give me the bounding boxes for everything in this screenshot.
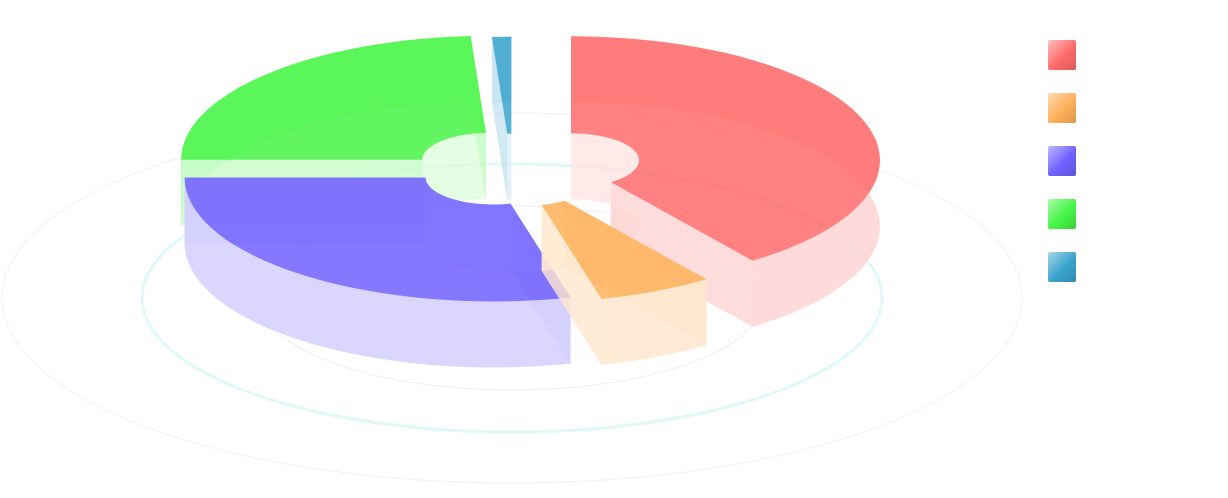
- legend-item-0[interactable]: [1048, 40, 1076, 70]
- legend-item-1[interactable]: [1048, 93, 1076, 123]
- chart-legend: [1048, 40, 1076, 305]
- pie-slice-top: [571, 36, 880, 261]
- pie-slice-top: [181, 36, 486, 160]
- pie-slice-top: [492, 36, 512, 134]
- pie-slice-0: [571, 36, 880, 327]
- legend-item-3[interactable]: [1048, 199, 1076, 229]
- legend-swatch: [1048, 146, 1076, 176]
- pie-slice-inner-wall: [507, 133, 512, 200]
- legend-item-2[interactable]: [1048, 146, 1076, 176]
- pie-slice-outer-wall: [601, 279, 707, 365]
- pie-slice-4: [492, 36, 512, 200]
- pie-slice-2: [184, 177, 571, 368]
- pie-slice-side-end: [541, 205, 602, 365]
- legend-swatch: [1048, 252, 1076, 282]
- pie-slice-1: [541, 200, 707, 365]
- background-ring-middle: [140, 162, 884, 434]
- pie-slices: [181, 36, 880, 368]
- pie-slice-side-end: [610, 182, 753, 327]
- pie-slice-top: [184, 177, 571, 302]
- legend-swatch: [1048, 93, 1076, 123]
- background-ring-outer: [1, 112, 1023, 484]
- legend-swatch: [1048, 40, 1076, 70]
- pie-slice-outer-wall: [184, 177, 571, 368]
- legend-swatch: [1048, 199, 1076, 229]
- legend-item-4[interactable]: [1048, 252, 1076, 282]
- pie-slice-top: [541, 200, 707, 299]
